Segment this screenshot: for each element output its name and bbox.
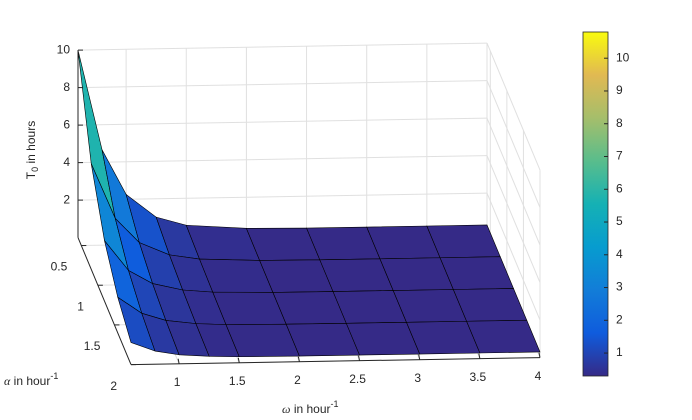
tick-mark — [418, 354, 421, 360]
colorbar-tick-label: 5 — [616, 214, 623, 228]
grid-line — [77, 42, 488, 51]
z-tick-label: 4 — [63, 155, 70, 169]
x-tick-label: 3 — [414, 371, 421, 385]
z-tick-label: 2 — [63, 192, 70, 206]
grid-line — [486, 42, 541, 171]
grid-line — [77, 192, 488, 201]
tick-mark — [478, 353, 481, 359]
x-tick-label: 4 — [535, 369, 542, 383]
x-tick-label: 1 — [174, 375, 181, 389]
y-tick-label: 0.5 — [51, 260, 68, 274]
colorbar-tick-label: 1 — [616, 345, 623, 359]
colorbar-tick-label: 9 — [616, 83, 623, 97]
tick-mark — [538, 352, 541, 358]
x-label: ω in hour-1 — [282, 399, 339, 416]
grid-line — [486, 117, 541, 246]
grid-line — [77, 155, 488, 164]
colorbar-tick-label: 2 — [616, 312, 623, 326]
x-tick-label: 2 — [294, 373, 301, 387]
tick-mark — [177, 358, 180, 364]
surface-patch — [426, 224, 501, 259]
x-tick-label: 2.5 — [349, 372, 366, 386]
grid-line — [77, 80, 488, 89]
y-tick-label: 1.5 — [84, 339, 101, 353]
z-label: T0 in hours — [24, 121, 40, 179]
surface-patch — [452, 288, 528, 322]
colorbar-tick-label: 8 — [616, 116, 623, 130]
grid-line — [486, 155, 541, 283]
colorbar — [582, 31, 609, 377]
x-tick-label: 1.5 — [229, 374, 246, 388]
x-tick-label: 3.5 — [470, 370, 487, 384]
grid-line — [486, 80, 541, 208]
colorbar-tick-label: 4 — [616, 247, 623, 261]
tick-mark — [358, 355, 361, 361]
colorbar-tick-label: 10 — [616, 50, 630, 64]
grid-line — [77, 117, 488, 126]
axis-line — [77, 237, 132, 365]
z-tick-label: 10 — [57, 42, 71, 56]
colorbar-tick-label: 7 — [616, 149, 623, 163]
surface-patch — [466, 319, 541, 354]
axis-line — [130, 357, 541, 366]
z-tick-label: 6 — [63, 117, 70, 131]
colorbar-tick-label: 6 — [616, 181, 623, 195]
y-tick-label: 2 — [110, 379, 117, 393]
surface-patch — [439, 256, 514, 290]
tick-mark — [237, 357, 240, 363]
y-label: α in hour-1 — [4, 371, 58, 388]
z-tick-label: 8 — [63, 80, 70, 94]
colorbar-tick-label: 3 — [616, 280, 623, 294]
grid-line — [486, 192, 541, 321]
y-tick-label: 1 — [77, 299, 84, 313]
tick-mark — [297, 356, 300, 362]
